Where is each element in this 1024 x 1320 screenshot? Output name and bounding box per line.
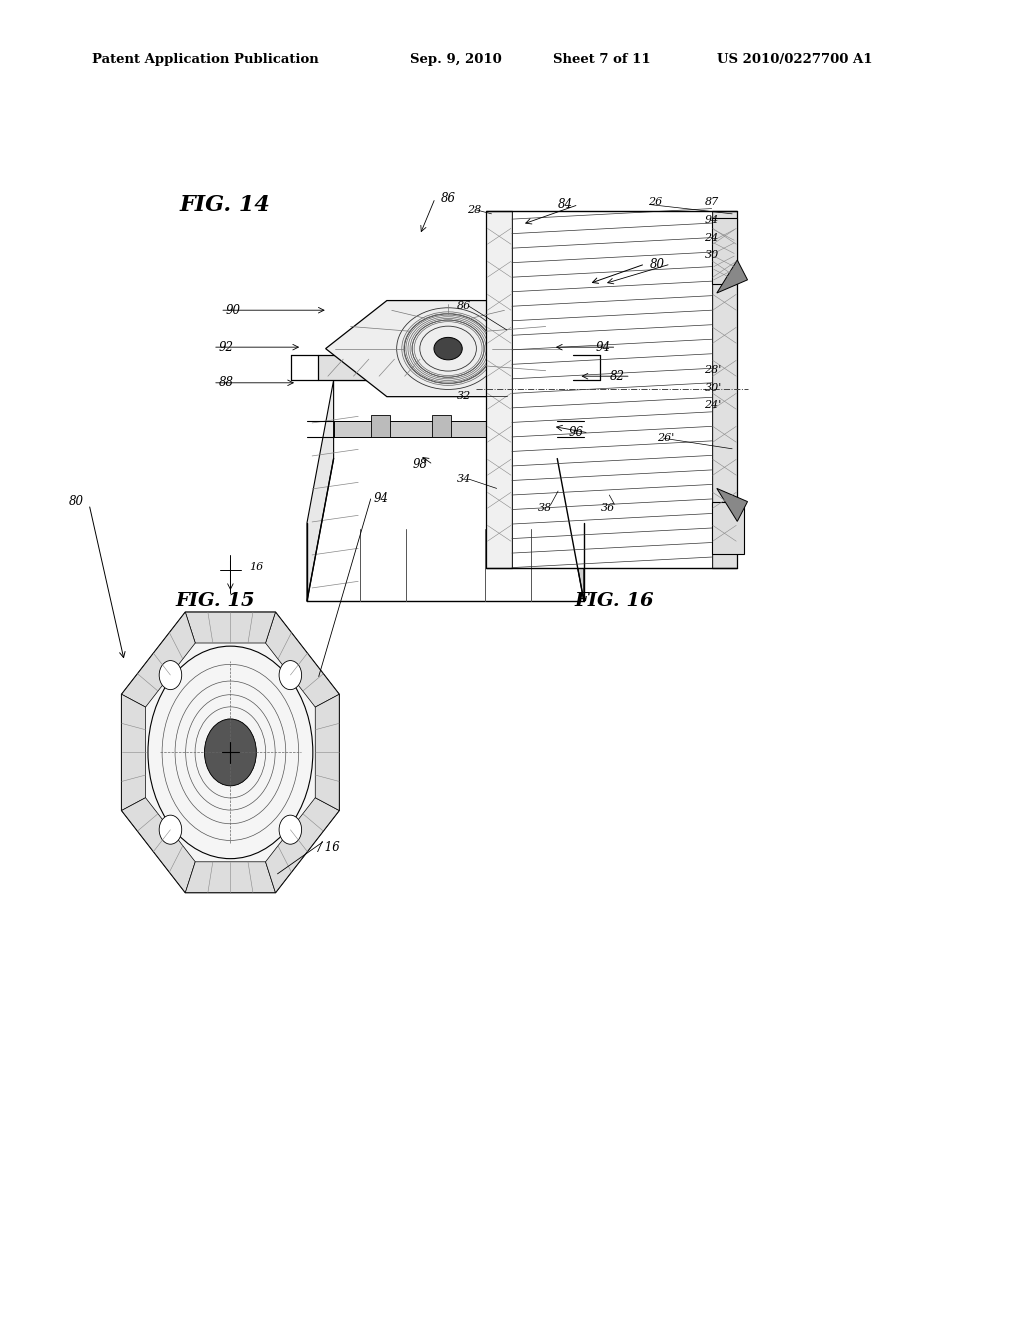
Polygon shape bbox=[317, 355, 573, 380]
Text: 26: 26 bbox=[648, 197, 663, 207]
Polygon shape bbox=[488, 414, 507, 437]
Polygon shape bbox=[712, 211, 737, 568]
Text: 28: 28 bbox=[467, 205, 481, 215]
Text: FIG. 14: FIG. 14 bbox=[179, 194, 270, 215]
Text: 92: 92 bbox=[218, 341, 233, 354]
Polygon shape bbox=[122, 694, 145, 810]
Text: 94: 94 bbox=[596, 341, 611, 354]
Text: 24': 24' bbox=[705, 400, 722, 411]
Ellipse shape bbox=[205, 719, 256, 785]
Text: 86: 86 bbox=[457, 301, 471, 312]
Text: / 16: / 16 bbox=[317, 841, 340, 854]
Text: 90: 90 bbox=[225, 304, 241, 317]
Text: 94: 94 bbox=[374, 492, 389, 506]
Polygon shape bbox=[122, 797, 196, 892]
Text: 82: 82 bbox=[610, 370, 626, 383]
Polygon shape bbox=[307, 380, 334, 601]
Text: Patent Application Publication: Patent Application Publication bbox=[92, 53, 318, 66]
Polygon shape bbox=[712, 502, 744, 554]
Polygon shape bbox=[432, 414, 451, 437]
Ellipse shape bbox=[280, 660, 302, 689]
Polygon shape bbox=[326, 301, 570, 396]
Text: 88: 88 bbox=[218, 376, 233, 389]
Text: 30: 30 bbox=[705, 249, 719, 260]
Polygon shape bbox=[122, 612, 339, 892]
Polygon shape bbox=[185, 862, 275, 892]
Text: 80: 80 bbox=[650, 257, 666, 271]
Ellipse shape bbox=[280, 816, 302, 845]
Polygon shape bbox=[122, 612, 196, 708]
Text: 38: 38 bbox=[538, 503, 552, 513]
Text: 32: 32 bbox=[457, 391, 471, 401]
Ellipse shape bbox=[159, 816, 181, 845]
Polygon shape bbox=[315, 694, 339, 810]
Polygon shape bbox=[371, 414, 389, 437]
Text: 86: 86 bbox=[440, 191, 456, 205]
Text: 28': 28' bbox=[705, 364, 722, 375]
Polygon shape bbox=[486, 211, 512, 568]
Text: 30': 30' bbox=[705, 383, 722, 393]
Text: Sep. 9, 2010: Sep. 9, 2010 bbox=[410, 53, 502, 66]
Text: 16: 16 bbox=[249, 562, 263, 572]
Text: 36: 36 bbox=[601, 503, 615, 513]
Polygon shape bbox=[712, 218, 737, 284]
Text: 96: 96 bbox=[568, 426, 584, 440]
Polygon shape bbox=[265, 612, 339, 708]
Text: US 2010/0227700 A1: US 2010/0227700 A1 bbox=[717, 53, 872, 66]
Polygon shape bbox=[512, 211, 712, 568]
Text: 98: 98 bbox=[413, 458, 428, 471]
Text: 87: 87 bbox=[705, 197, 719, 207]
Text: FIG. 15: FIG. 15 bbox=[175, 591, 255, 610]
Polygon shape bbox=[334, 421, 557, 437]
Polygon shape bbox=[185, 612, 275, 643]
Text: 94: 94 bbox=[705, 215, 719, 226]
Ellipse shape bbox=[159, 660, 181, 689]
Text: FIG. 16: FIG. 16 bbox=[574, 591, 654, 610]
Text: Sheet 7 of 11: Sheet 7 of 11 bbox=[553, 53, 650, 66]
Polygon shape bbox=[717, 260, 748, 293]
Text: 34: 34 bbox=[457, 474, 471, 484]
Text: 84: 84 bbox=[558, 198, 573, 211]
Text: 80: 80 bbox=[69, 495, 84, 508]
Text: 26': 26' bbox=[657, 433, 675, 444]
Text: 24: 24 bbox=[705, 232, 719, 243]
Polygon shape bbox=[557, 380, 584, 601]
Ellipse shape bbox=[434, 338, 462, 360]
Polygon shape bbox=[265, 797, 339, 892]
Polygon shape bbox=[717, 488, 748, 521]
